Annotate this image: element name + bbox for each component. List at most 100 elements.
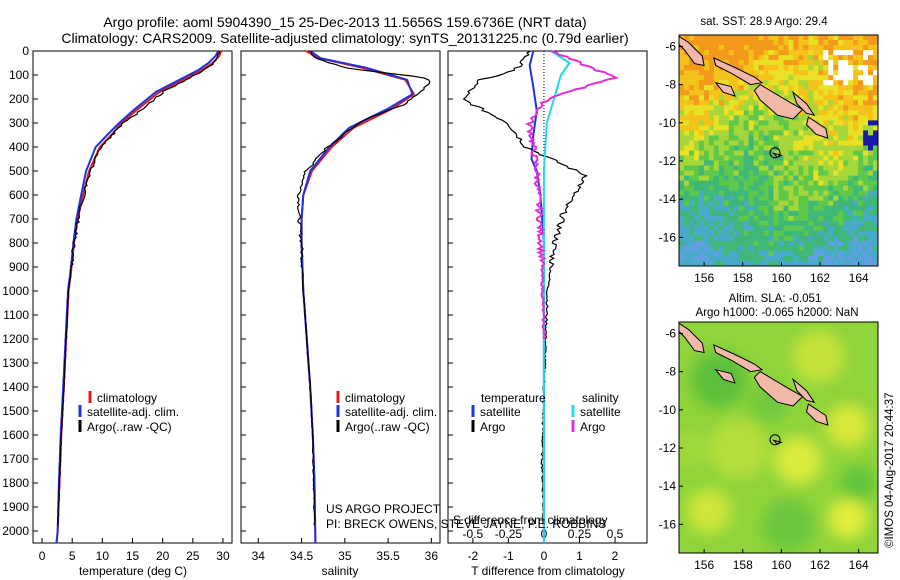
sst-cell [873,95,878,101]
sst-cell [689,125,695,131]
sst-cell [813,190,819,197]
sst-cell [823,45,829,51]
sst-cell [868,225,874,232]
sst-cell [863,185,869,192]
sst-cell [684,245,690,252]
sst-cell [708,150,715,157]
sst-cell [684,250,690,257]
sst-cell [823,115,829,121]
sst-cell [689,100,695,106]
sst-cell [743,205,750,212]
sst-cell [823,256,829,262]
sst-cell [743,115,750,121]
sst-cell [713,175,720,182]
sst-cell [788,150,795,157]
sst-cell [708,160,715,167]
sst-cell [773,180,780,187]
sst-cell [788,210,795,217]
sst-cell [793,55,799,61]
sst-cell [758,261,765,266]
sla-blob [826,403,871,448]
sst-cell [868,205,874,212]
sst-cell [833,155,839,162]
sst-cell [738,165,745,172]
sst-cell [863,220,869,227]
sst-cell [838,230,844,237]
sst-cell [693,160,700,167]
sst-cell [768,205,775,212]
sst-cell [873,195,878,202]
sla-blob [792,330,845,383]
sst-cell [728,145,735,152]
sst-cell [743,190,750,197]
sst-cell [823,175,829,182]
sst-cell [853,40,859,46]
sst-cell [858,110,864,116]
sst-cell [753,155,760,162]
sst-cell [684,185,690,192]
sst-cell [863,105,869,111]
sst-cell [703,95,710,101]
sst-cell [813,60,819,66]
difference-x-tick-label: -1 [503,549,514,563]
sst-cell [793,60,799,66]
sst-cell [773,85,780,91]
sst-cell [733,85,740,91]
sst-cell [763,130,770,136]
sst-cell [753,230,760,237]
sst-cell [758,215,765,222]
sst-cell [748,110,755,116]
sst-cell [743,60,750,66]
sst-cell [723,125,730,131]
sst-cell [758,210,765,217]
sst-cell [873,70,878,76]
sst-cell [698,125,705,131]
sst-cell [713,200,720,207]
sst-cell [753,125,760,131]
sst-cell [684,261,690,266]
sst-cell [828,80,834,86]
sst-cell [823,240,829,247]
sst-cell [718,195,725,202]
sst-cell [768,45,775,51]
sst-cell [808,235,814,242]
sst-cell [713,140,720,147]
sst-cell [698,80,705,86]
salinity-plot: 34 34.5 35 35.5 36 [241,50,438,563]
sst-cell [703,105,710,111]
sst-cell [833,205,839,212]
sst-cell [863,180,869,187]
sst-cell [763,135,770,141]
sst-cell [768,85,775,91]
sst-cell [758,200,765,207]
sst-cell [733,240,740,247]
sst-cell [728,45,735,51]
sst-cell [773,235,780,242]
sst-cell [758,150,765,157]
sst-cell [753,195,760,202]
sst-cell [733,130,740,136]
sst-cell [853,50,859,56]
sst-cell [698,185,705,192]
difference-series-salinity-satellite [542,50,571,543]
sst-cell [783,210,790,217]
sst-cell [813,95,819,101]
sst-cell [684,220,690,227]
sst-cell [798,185,804,192]
sst-cell [833,85,839,91]
sst-cell [813,85,819,91]
sst-cell [783,60,790,66]
sst-cell [818,165,824,172]
sst-cell [858,95,864,101]
sst-map-island [772,152,783,158]
sst-cell [753,145,760,152]
sst-cell [758,145,765,152]
sst-cell [848,256,854,262]
sst-cell [733,135,740,141]
sst-cell [788,155,795,162]
sst-cell [703,65,710,71]
sst-cell [798,40,804,46]
sst-cell [863,35,869,41]
sst-cell [718,250,725,257]
sst-cell [718,120,725,126]
